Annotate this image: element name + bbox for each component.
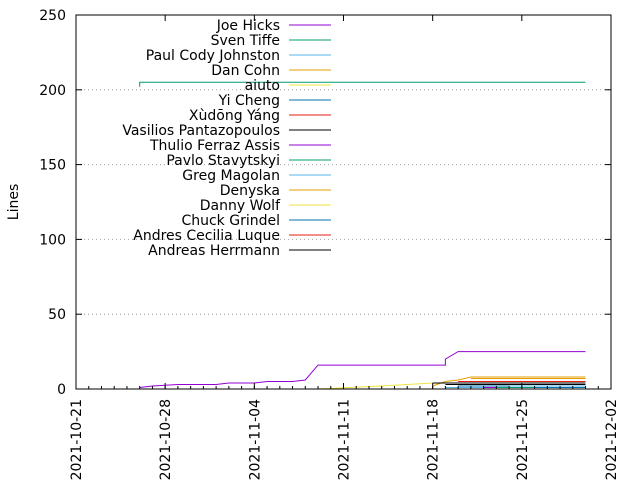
legend-label: Greg Magolan xyxy=(182,168,280,184)
legend-label: Vasilios Pantazopoulos xyxy=(122,123,280,139)
legend-label: aiuto xyxy=(245,78,280,94)
legend-label: Paul Cody Johnston xyxy=(146,48,280,64)
y-tick-label: 250 xyxy=(39,8,66,24)
x-tick-label: 2021-11-11 xyxy=(337,399,353,480)
legend-label: Thulio Ferraz Assis xyxy=(149,138,280,154)
y-tick-label: 50 xyxy=(48,307,66,323)
legend-label: Yi Cheng xyxy=(218,93,280,109)
series-line xyxy=(139,351,586,388)
y-tick-label: 100 xyxy=(39,232,66,248)
legend-label: Danny Wolf xyxy=(200,198,281,214)
x-tick-label: 2021-12-02 xyxy=(604,399,620,480)
y-tick-label: 200 xyxy=(39,83,66,99)
x-axis: 2021-10-21 2021-10-28 2021-11-04 2021-11-11… xyxy=(69,15,620,480)
legend-label: Andres Cecilia Luque xyxy=(133,228,280,244)
plot-frame xyxy=(75,14,612,390)
y-tick-label: 0 xyxy=(57,382,66,398)
legend-label: Dan Cohn xyxy=(211,63,280,79)
x-tick-label: 2021-10-21 xyxy=(69,399,85,480)
x-tick-label: 2021-11-25 xyxy=(515,399,531,480)
series-line xyxy=(139,81,586,87)
legend-label: Sven Tiffe xyxy=(211,33,280,49)
legend-label: Andreas Herrmann xyxy=(148,243,280,259)
legend-label: Joe Hicks xyxy=(216,18,280,34)
legend-label: Denyska xyxy=(220,183,280,199)
legend-label: Pavlo Stavytskyi xyxy=(166,153,280,169)
x-tick-label: 2021-10-28 xyxy=(158,399,174,480)
y-tick-label: 150 xyxy=(39,158,66,174)
legend-label: Xùdōng Yáng xyxy=(189,108,280,124)
legend-label: Chuck Grindel xyxy=(181,213,280,229)
y-axis: 0 50 100 150 200 250 xyxy=(39,8,611,398)
y-axis-label: Lines xyxy=(6,184,22,220)
x-tick-label: 2021-11-04 xyxy=(247,399,263,480)
x-tick-label: 2021-11-18 xyxy=(426,399,442,480)
